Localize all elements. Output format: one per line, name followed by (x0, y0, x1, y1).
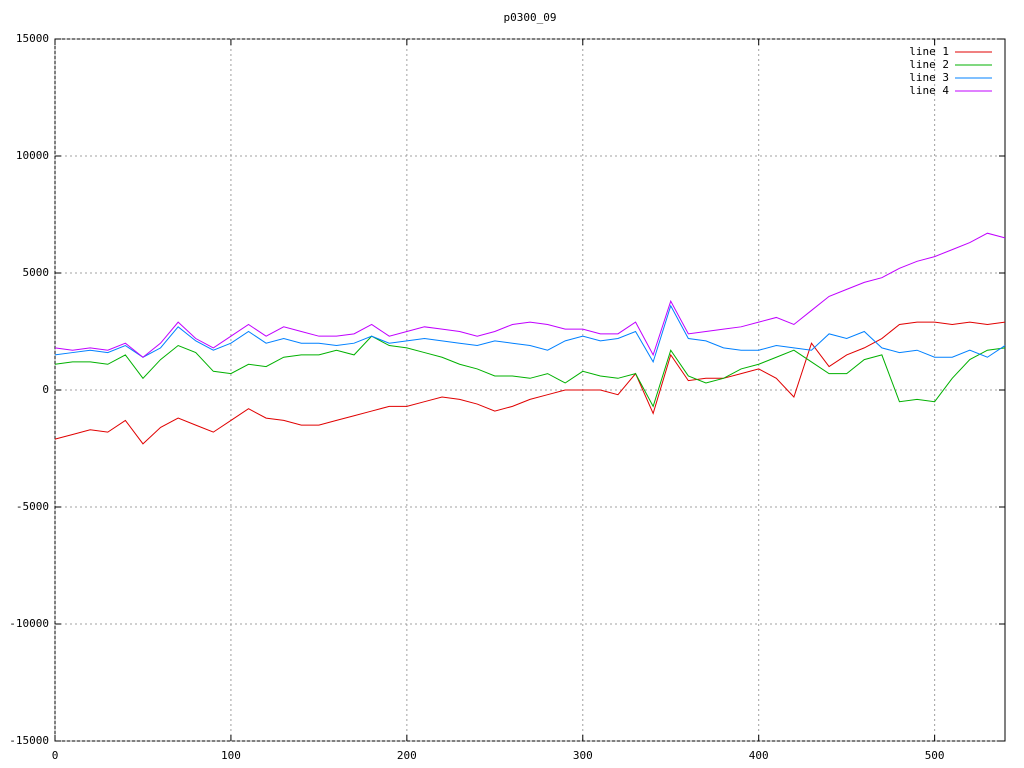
x-tick-label: 300 (573, 749, 593, 762)
series-line (54, 304, 1006, 364)
x-tick-label: 500 (925, 749, 945, 762)
legend-label: line 2 (909, 58, 949, 71)
x-tick-label: 100 (221, 749, 241, 762)
y-tick-label: 0 (42, 383, 49, 396)
series-line (54, 321, 1006, 445)
y-tick-label: -15000 (9, 734, 49, 747)
x-tick-label: 400 (749, 749, 769, 762)
legend-label: line 3 (909, 71, 949, 84)
y-tick-label: -10000 (9, 617, 49, 630)
series-line (54, 232, 1006, 358)
legend-label: line 1 (909, 45, 949, 58)
chart-title: p0300_09 (504, 11, 557, 24)
y-tick-label: 5000 (23, 266, 50, 279)
y-tick-label: -5000 (16, 500, 49, 513)
legend-label: line 4 (909, 84, 949, 97)
x-tick-label: 0 (52, 749, 59, 762)
series-line (54, 335, 1006, 408)
y-tick-label: 15000 (16, 32, 49, 45)
y-tick-label: 10000 (16, 149, 49, 162)
x-tick-label: 200 (397, 749, 417, 762)
